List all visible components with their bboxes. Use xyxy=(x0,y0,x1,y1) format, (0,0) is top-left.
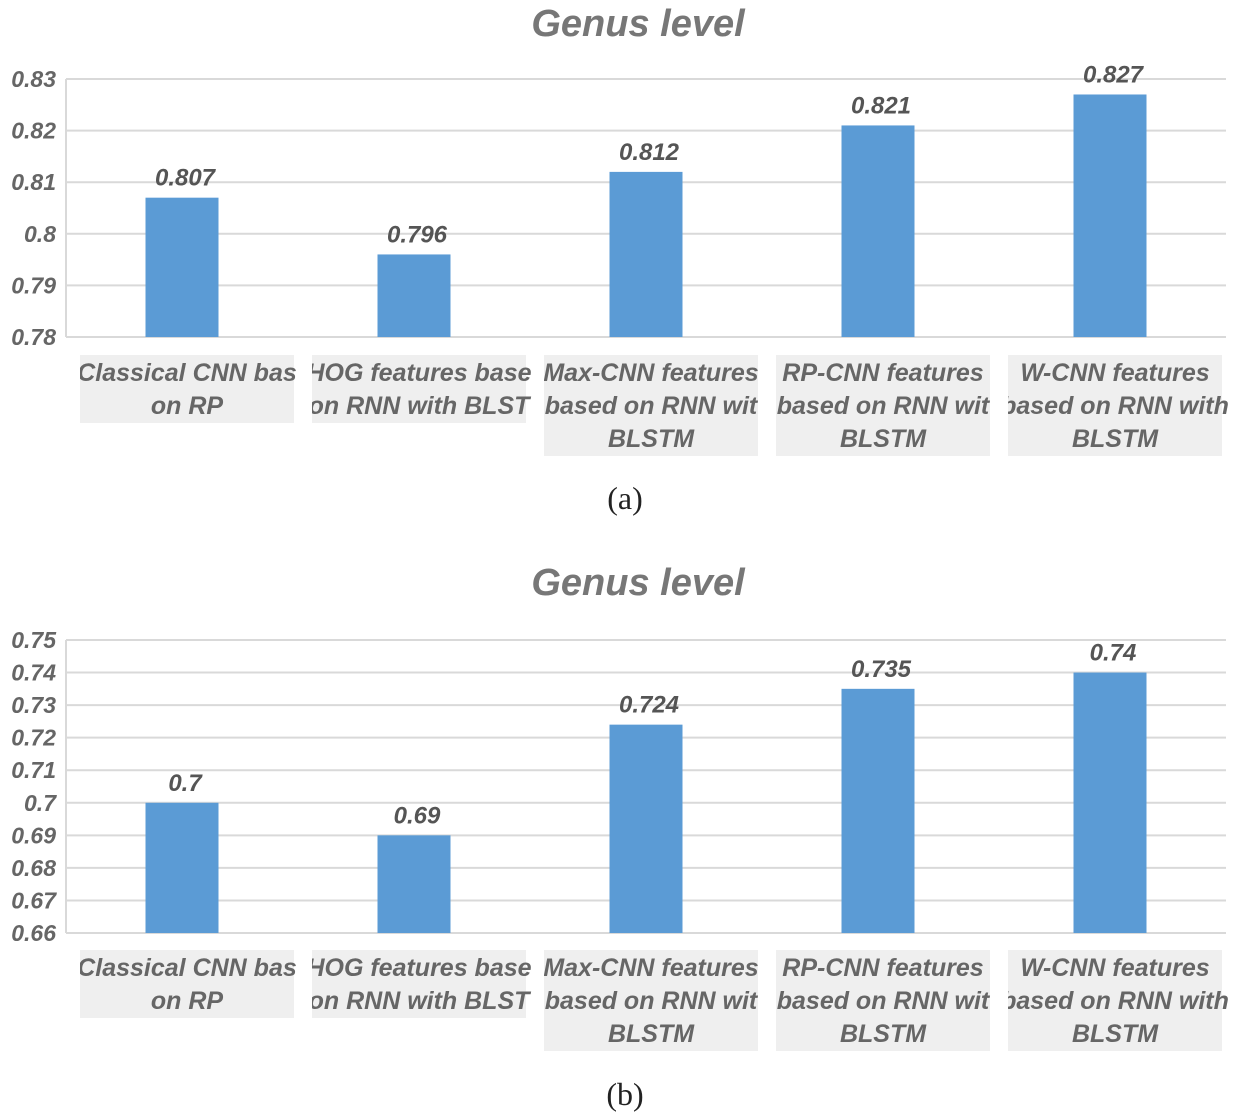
category-label-bg xyxy=(80,950,294,1018)
y-tick-label: 0.66 xyxy=(11,920,56,946)
bar xyxy=(145,802,219,933)
category-label-bg xyxy=(776,355,990,456)
category-label: based on RNN wit xyxy=(777,987,991,1015)
data-label: 0.7 xyxy=(168,770,203,797)
category-label-bg xyxy=(544,950,758,1051)
data-label: 0.821 xyxy=(851,92,911,119)
bar xyxy=(377,835,451,933)
category-label: BLSTM xyxy=(840,1020,927,1048)
bar xyxy=(609,171,683,337)
category-label: RP-CNN features xyxy=(782,954,984,982)
bar xyxy=(841,688,915,933)
y-tick-label: 0.68 xyxy=(11,855,56,881)
category-label-bg xyxy=(312,950,526,1018)
category-label: based on RNN with xyxy=(1001,392,1229,420)
category-label: Classical CNN bas xyxy=(77,359,297,387)
y-tick-label: 0.75 xyxy=(11,627,57,653)
chart-a: Genus level 0.78 0.79 0.8 0.81 0.82 0.83 0.807 0… xyxy=(11,3,1229,456)
y-tick-label: 0.82 xyxy=(11,118,56,144)
data-label: 0.812 xyxy=(619,139,680,166)
panel-label-a: (a) xyxy=(607,480,643,516)
category-label: BLSTM xyxy=(1072,425,1159,453)
data-label: 0.807 xyxy=(155,165,217,192)
bar xyxy=(1073,94,1147,337)
bar xyxy=(841,125,915,337)
bar xyxy=(609,724,683,933)
y-tick-label: 0.67 xyxy=(11,887,57,913)
data-label: 0.827 xyxy=(1083,61,1145,88)
category-label-bg xyxy=(1008,950,1222,1051)
y-tick-label: 0.78 xyxy=(11,324,56,350)
category-label: on RNN with BLST xyxy=(309,392,533,420)
category-label: W-CNN features xyxy=(1020,359,1209,387)
category-label: BLSTM xyxy=(608,1020,695,1048)
chart-b: Genus level 0.66 0.67 0.68 0.69 0.7 0.71 0.72 0.… xyxy=(11,562,1229,1051)
y-tick-label: 0.72 xyxy=(11,725,56,751)
category-label-bg xyxy=(776,950,990,1051)
data-label: 0.724 xyxy=(619,692,679,719)
category-label: based on RNN wit xyxy=(545,987,759,1015)
bar xyxy=(145,197,219,337)
category-label: Classical CNN bas xyxy=(77,954,297,982)
y-tick-label: 0.8 xyxy=(24,221,56,247)
category-label-bg xyxy=(312,355,526,423)
y-tick-label: 0.69 xyxy=(11,822,56,848)
y-tick-label: 0.7 xyxy=(24,790,57,816)
category-label: BLSTM xyxy=(840,425,927,453)
category-label: on RP xyxy=(151,987,224,1015)
category-label: W-CNN features xyxy=(1020,954,1209,982)
y-tick-label: 0.81 xyxy=(11,169,56,195)
category-label: based on RNN wit xyxy=(777,392,991,420)
category-label: HOG features base xyxy=(306,954,531,982)
chart-a-container: Genus level 0.78 0.79 0.8 0.81 0.82 0.83 0.807 0… xyxy=(0,0,1250,470)
chart-title: Genus level xyxy=(531,3,746,45)
category-label: on RNN with BLST xyxy=(309,987,533,1015)
category-label: HOG features base xyxy=(306,359,531,387)
bar xyxy=(1073,672,1147,933)
data-label: 0.735 xyxy=(851,656,912,683)
category-label: based on RNN with xyxy=(1001,987,1229,1015)
category-label: RP-CNN features xyxy=(782,359,984,387)
chart-title: Genus level xyxy=(531,562,746,604)
bar xyxy=(377,254,451,337)
category-label: BLSTM xyxy=(1072,1020,1159,1048)
y-tick-label: 0.83 xyxy=(11,66,56,92)
category-label: Max-CNN features xyxy=(543,359,758,387)
y-tick-label: 0.74 xyxy=(11,660,56,686)
y-tick-label: 0.73 xyxy=(11,692,56,718)
category-label: on RP xyxy=(151,392,224,420)
category-label: Max-CNN features xyxy=(543,954,758,982)
category-label: based on RNN wit xyxy=(545,392,759,420)
category-label-bg xyxy=(1008,355,1222,456)
category-label: BLSTM xyxy=(608,425,695,453)
category-label-bg xyxy=(80,355,294,423)
panel-label-b: (b) xyxy=(606,1076,644,1112)
data-label: 0.796 xyxy=(387,221,448,248)
category-label-bg xyxy=(544,355,758,456)
y-tick-label: 0.71 xyxy=(11,757,56,783)
data-label: 0.74 xyxy=(1090,640,1137,667)
y-tick-label: 0.79 xyxy=(11,272,56,298)
chart-b-container: Genus level 0.66 0.67 0.68 0.69 0.7 0.71 0.72 0.… xyxy=(0,558,1250,1068)
data-label: 0.69 xyxy=(394,802,441,829)
